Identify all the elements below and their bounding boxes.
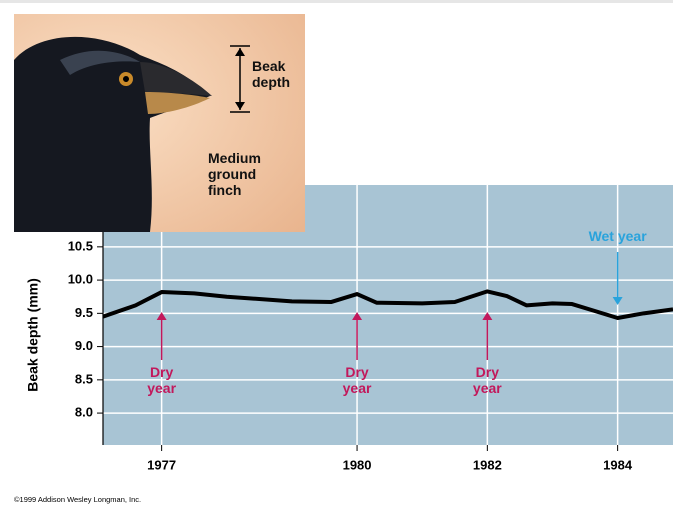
bird-pupil [123, 76, 129, 82]
x-tick-label: 1977 [147, 457, 176, 472]
annotation-label: Dry year [462, 364, 512, 396]
top-border [0, 0, 673, 3]
x-tick-label: 1982 [473, 457, 502, 472]
inset-measure-label: Beak depth [252, 58, 302, 90]
inset-figure [14, 14, 305, 232]
annotation-label: Wet year [573, 228, 663, 244]
y-tick-label: 9.5 [75, 305, 93, 320]
y-axis-label: Beak depth (mm) [25, 278, 41, 392]
chart: Beak depth (mm) ©1999 Addison Wesley Lon… [0, 0, 673, 510]
x-tick-label: 1980 [343, 457, 372, 472]
y-tick-label: 10.5 [68, 238, 93, 253]
page: Beak depth (mm) ©1999 Addison Wesley Lon… [0, 0, 673, 510]
annotation-label: Dry year [137, 364, 187, 396]
annotation-label: Dry year [332, 364, 382, 396]
y-tick-label: 10.0 [68, 272, 93, 287]
y-tick-label: 9.0 [75, 338, 93, 353]
inset-species-label: Medium ground finch [208, 150, 278, 198]
credit: ©1999 Addison Wesley Longman, Inc. [14, 495, 141, 504]
x-tick-label: 1984 [603, 457, 633, 472]
y-tick-label: 8.5 [75, 371, 93, 386]
y-tick-label: 8.0 [75, 405, 93, 420]
